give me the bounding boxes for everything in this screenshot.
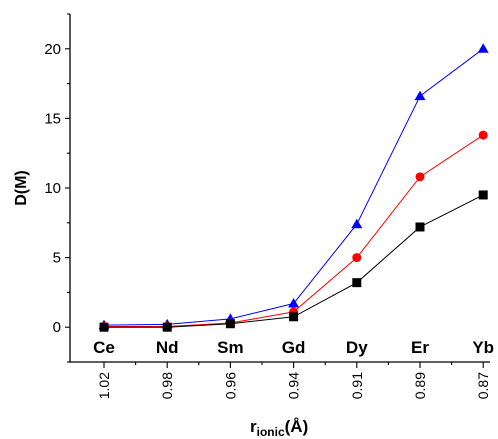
x-tick-label: 0.98 xyxy=(159,372,175,399)
category-label: Dy xyxy=(346,338,368,357)
data-point xyxy=(477,43,489,53)
x-tick-label: 0.87 xyxy=(475,372,491,399)
category-labels: Ce Nd Sm Gd Dy Er Yb xyxy=(93,338,494,357)
y-ticks: 0 5 10 15 20 xyxy=(44,13,70,363)
series-triangle xyxy=(98,43,489,330)
x-tick-label: 0.96 xyxy=(222,372,238,399)
data-point xyxy=(352,278,362,288)
series-line xyxy=(103,48,484,326)
x-tick-label: 0.89 xyxy=(412,372,428,399)
series-square xyxy=(99,190,488,332)
series-line xyxy=(104,134,484,328)
category-label: Yb xyxy=(472,338,494,357)
y-tick-label: 15 xyxy=(44,110,61,127)
data-point xyxy=(414,90,426,101)
x-ticks xyxy=(103,362,484,368)
data-point xyxy=(289,312,299,322)
y-tick-label: 5 xyxy=(53,250,61,267)
data-point xyxy=(225,319,235,329)
category-label: Er xyxy=(411,338,429,357)
y-tick-label: 0 xyxy=(53,319,61,336)
x-axis-title-main: r xyxy=(250,417,257,436)
data-point xyxy=(415,222,425,232)
y-tick-label: 20 xyxy=(44,41,61,58)
category-label: Nd xyxy=(156,338,179,357)
data-point xyxy=(352,253,362,263)
x-axis-title-subscript: ionic xyxy=(257,425,285,439)
y-tick-label: 10 xyxy=(44,180,61,197)
data-point xyxy=(162,322,172,332)
data-point xyxy=(478,190,488,200)
x-axis-title-unit: (Å) xyxy=(285,417,309,436)
series-group xyxy=(98,43,489,332)
category-label: Gd xyxy=(282,338,306,357)
axes xyxy=(69,14,490,363)
category-label: Ce xyxy=(93,338,115,357)
x-tick-label: 1.02 xyxy=(96,372,112,399)
y-axis-title: D(M) xyxy=(13,170,30,206)
x-tick-label: 0.94 xyxy=(286,372,302,399)
category-label: Sm xyxy=(217,338,243,357)
data-point xyxy=(415,172,425,182)
x-tick-label: 0.91 xyxy=(349,372,365,399)
x-axis-title: rionic(Å) xyxy=(250,417,308,439)
data-point xyxy=(351,218,363,229)
data-point xyxy=(478,130,488,140)
data-point xyxy=(288,298,300,308)
data-point xyxy=(99,322,109,332)
x-tick-labels: 1.02 0.98 0.96 0.94 0.91 0.89 0.87 xyxy=(96,372,491,399)
